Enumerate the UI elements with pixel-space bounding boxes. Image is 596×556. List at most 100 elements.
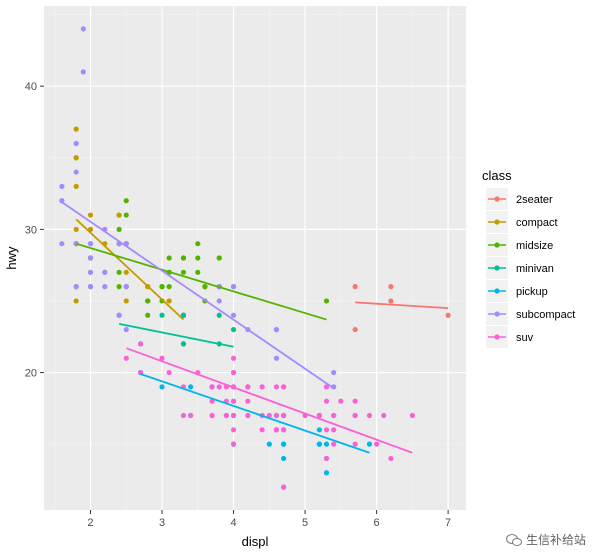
data-point	[323, 427, 330, 433]
data-point	[273, 412, 280, 419]
x-tick-label: 4	[230, 517, 236, 529]
data-point	[230, 441, 237, 447]
data-point	[245, 398, 251, 404]
data-point	[245, 384, 251, 390]
data-point	[195, 269, 201, 275]
fit-line-pickup	[140, 373, 370, 454]
data-point	[87, 255, 94, 261]
data-point	[316, 441, 322, 447]
fit-line-suv	[125, 347, 413, 454]
legend-key-point	[494, 196, 500, 202]
data-point	[352, 398, 358, 404]
data-point	[352, 412, 358, 419]
data-point	[195, 255, 201, 261]
plot-panel	[44, 6, 466, 510]
data-point	[388, 455, 394, 462]
data-point	[195, 241, 201, 247]
data-point	[116, 226, 122, 232]
data-point	[59, 183, 65, 190]
series-minivan	[116, 312, 237, 347]
data-point	[87, 269, 94, 275]
data-point	[223, 412, 229, 419]
data-point	[188, 412, 194, 419]
data-point	[230, 412, 237, 419]
data-point	[216, 255, 222, 261]
legend-label-compact: compact	[516, 217, 558, 229]
data-point	[166, 255, 172, 261]
data-point	[230, 427, 237, 433]
data-point	[159, 312, 165, 318]
data-point	[166, 284, 172, 290]
data-point	[209, 412, 215, 419]
data-point	[230, 355, 237, 361]
data-point	[166, 369, 172, 376]
legend-key-2seater	[486, 188, 508, 210]
data-point	[316, 427, 322, 433]
legend-key-minivan	[486, 257, 508, 279]
data-point	[116, 312, 122, 318]
legend-label-2seater: 2seater	[516, 194, 553, 206]
fit-line-compact	[75, 218, 185, 321]
data-point	[73, 155, 79, 161]
data-point	[159, 355, 165, 361]
data-point	[316, 412, 322, 419]
data-point	[123, 269, 129, 275]
y-tick-label: 40	[25, 81, 37, 93]
data-point	[73, 226, 79, 232]
x-tick-label: 6	[374, 517, 380, 529]
data-point	[366, 412, 373, 419]
data-point	[73, 140, 79, 147]
data-point	[166, 298, 172, 304]
data-point	[273, 384, 280, 390]
data-point	[352, 284, 358, 290]
data-point	[259, 384, 265, 390]
data-point	[80, 26, 86, 32]
data-point	[123, 355, 129, 361]
legend-key-suv	[486, 326, 508, 348]
fit-line-2seater	[355, 301, 449, 310]
data-point	[73, 298, 79, 304]
data-point	[323, 455, 330, 462]
data-point	[259, 427, 265, 433]
legend-key-point	[494, 265, 500, 271]
data-point	[209, 384, 215, 390]
data-point	[352, 326, 358, 333]
data-point	[445, 312, 451, 318]
data-point	[331, 427, 337, 433]
data-point	[323, 298, 330, 304]
legend-label-subcompact: subcompact	[516, 309, 575, 321]
x-tick-label: 2	[87, 517, 93, 529]
data-point	[273, 427, 280, 433]
data-point	[87, 241, 94, 247]
data-point	[180, 312, 187, 318]
data-point	[180, 341, 187, 347]
data-point	[145, 312, 151, 318]
data-point	[388, 284, 394, 290]
data-point	[87, 212, 94, 218]
data-point	[381, 412, 387, 419]
legend-key-point	[494, 219, 500, 225]
data-point	[180, 412, 187, 419]
data-point	[73, 284, 79, 290]
legend-title: class	[482, 168, 512, 183]
data-point	[352, 441, 358, 447]
data-point	[366, 441, 373, 447]
data-point	[73, 183, 79, 190]
legend-key-pickup	[486, 280, 508, 302]
x-tick-label: 3	[159, 517, 165, 529]
legend-label-minivan: minivan	[516, 263, 554, 275]
fit-line-subcompact	[61, 201, 335, 390]
data-point	[230, 326, 237, 333]
legend-key-point	[494, 242, 500, 248]
data-point	[323, 384, 330, 390]
data-point	[216, 312, 222, 318]
data-point	[230, 284, 237, 290]
data-point	[123, 284, 129, 290]
legend-key-point	[494, 334, 500, 340]
fit-line-minivan	[118, 322, 234, 348]
y-axis-title: hwy	[4, 246, 19, 270]
data-point	[373, 441, 380, 447]
data-point	[73, 169, 79, 175]
data-point	[281, 412, 287, 419]
